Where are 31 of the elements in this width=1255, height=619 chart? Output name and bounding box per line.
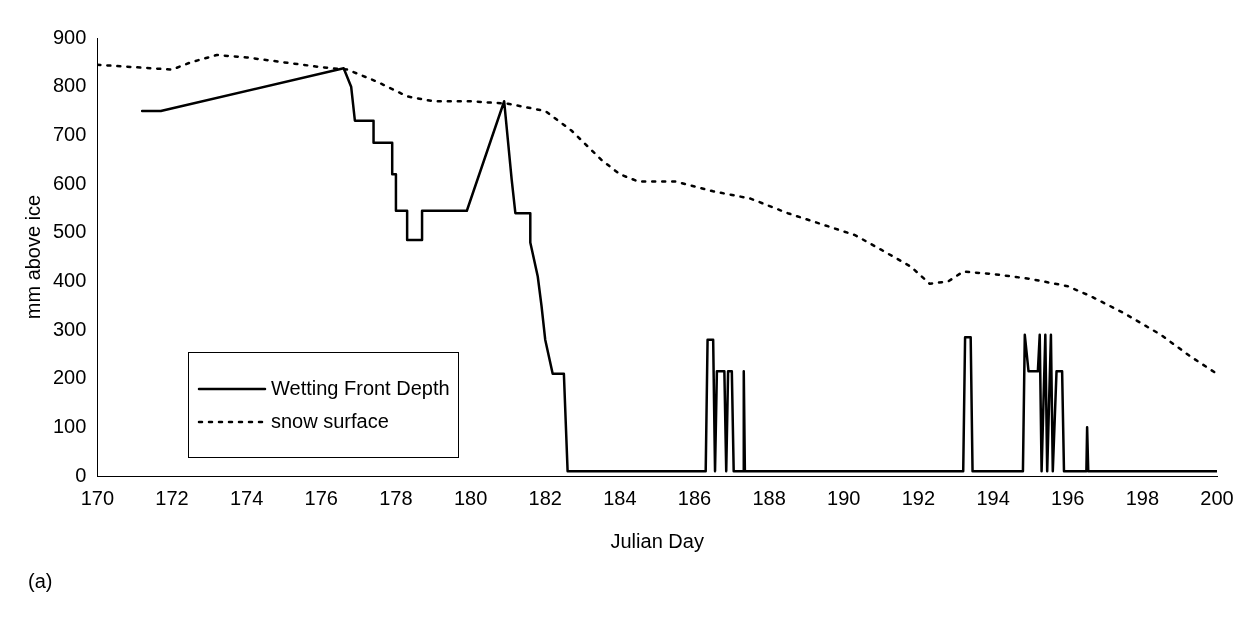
y-axis-title: mm above ice	[21, 194, 44, 320]
y-tick-label: 800	[52, 74, 87, 97]
y-tick-label: 500	[52, 220, 87, 243]
x-tick-label: 170	[80, 486, 115, 509]
x-tick-label: 190	[827, 486, 861, 509]
x-tick-label: 178	[379, 486, 413, 509]
x-tick-label: 172	[155, 486, 189, 509]
y-tick-label: 900	[52, 25, 87, 48]
legend-label: Wetting Front Depth	[271, 377, 450, 400]
y-tick-label: 200	[52, 366, 87, 389]
x-axis-title: Julian Day	[610, 529, 704, 552]
x-tick-label: 182	[528, 486, 562, 509]
legend-label: snow surface	[271, 410, 389, 433]
y-tick-label: 100	[52, 414, 87, 437]
x-tick-label: 194	[976, 486, 1010, 509]
x-tick-label: 196	[1051, 486, 1085, 509]
y-tick-label: 0	[75, 463, 87, 486]
x-tick-label: 180	[453, 486, 488, 509]
x-tick-label: 188	[752, 486, 786, 509]
text: (a)	[28, 570, 53, 593]
x-tick-label: 192	[901, 486, 936, 509]
x-tick-label: 184	[603, 486, 637, 509]
y-tick-label: 700	[52, 122, 87, 145]
x-tick-label: 176	[304, 486, 338, 509]
x-tick-label: 200	[1200, 486, 1234, 509]
y-tick-label: 300	[52, 317, 87, 340]
x-tick-label: 198	[1125, 486, 1160, 509]
y-tick-label: 400	[52, 268, 87, 291]
x-tick-label: 174	[229, 486, 264, 509]
x-tick-label: 186	[677, 486, 712, 509]
y-tick-label: 600	[52, 171, 87, 194]
